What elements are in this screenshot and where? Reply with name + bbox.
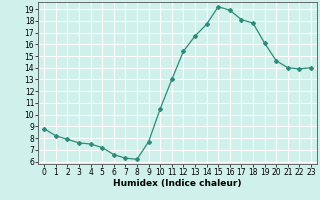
X-axis label: Humidex (Indice chaleur): Humidex (Indice chaleur) bbox=[113, 179, 242, 188]
